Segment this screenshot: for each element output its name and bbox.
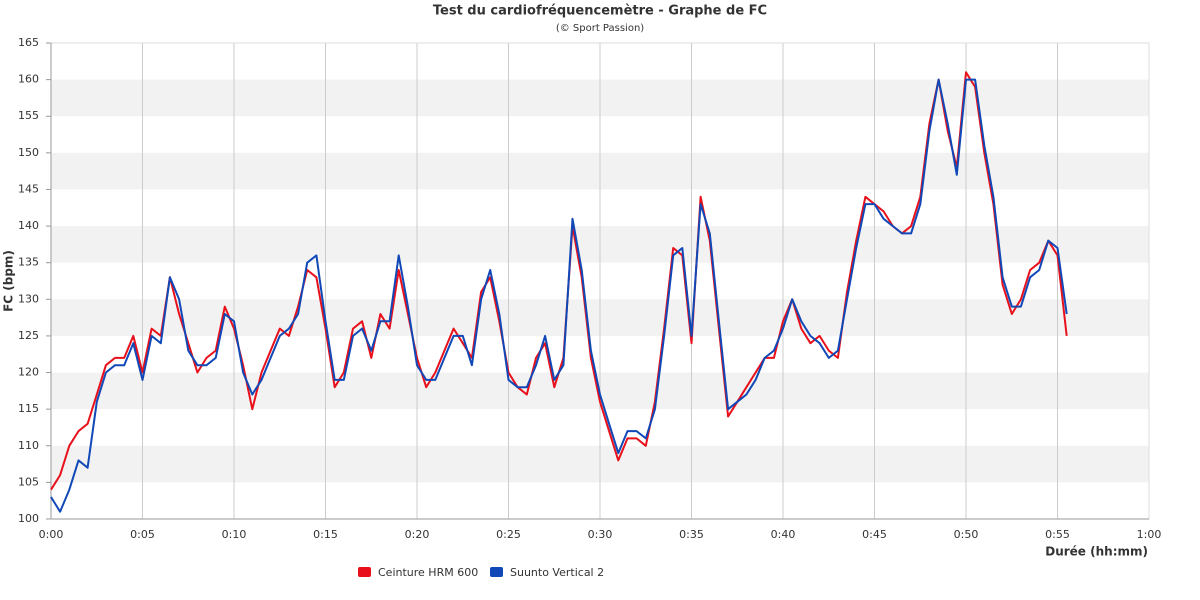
x-tick-label: 0:55 (1045, 528, 1070, 541)
x-tick-label: 0:20 (405, 528, 430, 541)
y-tick-label: 130 (18, 292, 39, 305)
x-tick-label: 0:15 (313, 528, 338, 541)
x-tick-label: 0:40 (771, 528, 796, 541)
y-tick-label: 150 (18, 146, 39, 159)
x-tick-label: 0:30 (588, 528, 613, 541)
x-tick-label: 0:45 (862, 528, 887, 541)
x-tick-label: 0:35 (679, 528, 704, 541)
y-tick-label: 110 (18, 439, 39, 452)
series-line (50, 78, 1068, 513)
y-tick-label: 155 (18, 109, 39, 122)
x-tick-label: 0:10 (222, 528, 247, 541)
legend-swatch (358, 567, 371, 577)
y-tick-label: 140 (18, 219, 39, 232)
y-tick-label: 100 (18, 512, 39, 525)
y-tick-label: 105 (18, 475, 39, 488)
y-tick-label: 115 (18, 402, 39, 415)
y-tick-label: 125 (18, 329, 39, 342)
x-axis-label: Durée (hh:mm) (1045, 545, 1148, 559)
y-tick-label: 145 (18, 182, 39, 195)
y-tick-label: 160 (18, 73, 39, 86)
y-tick-label: 135 (18, 256, 39, 269)
legend-label: Ceinture HRM 600 (378, 566, 478, 579)
chart-title: Test du cardiofréquencemètre - Graphe de… (433, 4, 767, 19)
x-tick-label: 0:05 (130, 528, 155, 541)
x-tick-label: 0:50 (954, 528, 979, 541)
x-tick-label: 0:00 (39, 528, 64, 541)
x-tick-label: 0:25 (496, 528, 521, 541)
y-tick-label: 120 (18, 366, 39, 379)
y-axis-label: FC (bpm) (2, 250, 16, 312)
y-tick-label: 165 (18, 36, 39, 49)
chart-subtitle: (© Sport Passion) (556, 23, 644, 34)
legend-label: Suunto Vertical 2 (510, 566, 604, 579)
x-tick-label: 1:00 (1137, 528, 1162, 541)
legend-swatch (490, 567, 503, 577)
